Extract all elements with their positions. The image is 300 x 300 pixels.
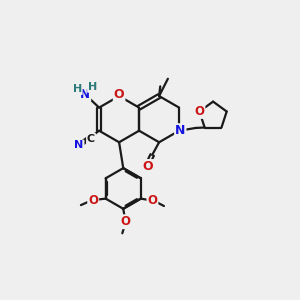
Text: O: O: [114, 88, 124, 101]
Text: N: N: [80, 88, 90, 101]
Text: O: O: [147, 194, 158, 207]
Text: N: N: [74, 140, 84, 151]
Text: H: H: [88, 82, 97, 92]
Text: C: C: [87, 134, 95, 144]
Text: O: O: [143, 160, 153, 173]
Text: O: O: [88, 194, 98, 207]
Text: O: O: [194, 105, 205, 118]
Text: H: H: [73, 84, 82, 94]
Text: N: N: [175, 124, 185, 137]
Text: O: O: [120, 215, 130, 228]
